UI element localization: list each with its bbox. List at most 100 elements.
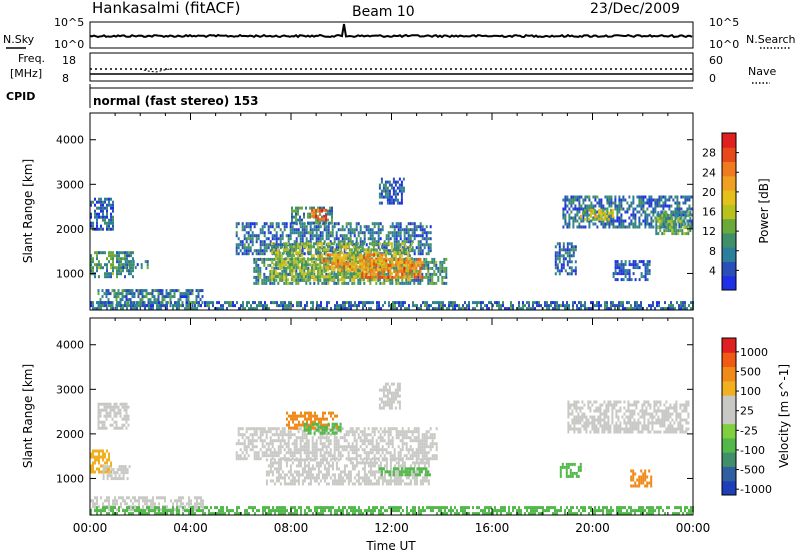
velocity-cell <box>154 502 156 506</box>
power-cell <box>578 207 581 211</box>
velocity-cell <box>188 496 190 500</box>
velocity-cell <box>160 496 162 500</box>
power-cell <box>284 304 286 308</box>
power-cell <box>200 304 202 308</box>
power-cell <box>362 242 365 246</box>
power-cell <box>402 304 404 308</box>
power-cell <box>262 304 264 308</box>
power-cell <box>243 237 246 241</box>
power-cell <box>129 304 132 308</box>
power-cell <box>309 275 312 279</box>
power-cell <box>373 268 376 272</box>
power-cell <box>152 304 154 308</box>
velocity-cell <box>128 465 131 469</box>
power-cell <box>458 304 460 308</box>
power-cell <box>352 278 355 282</box>
power-cell <box>429 281 432 285</box>
velocity-cell <box>162 496 164 500</box>
power-cell <box>330 278 333 282</box>
power-cell <box>195 295 198 299</box>
power-cell <box>456 304 458 308</box>
power-cell <box>688 304 690 308</box>
power-cell <box>364 248 367 252</box>
power-cell <box>280 245 283 249</box>
power-cell <box>346 257 349 261</box>
power-cell <box>327 231 330 235</box>
power-cell <box>241 228 244 232</box>
velocity-cell <box>249 427 252 431</box>
power-cell <box>578 216 581 220</box>
power-cell <box>178 307 180 311</box>
power-cell <box>362 301 364 305</box>
power-cell <box>427 260 430 264</box>
velocity-cell <box>343 448 346 452</box>
power-cell <box>612 225 615 229</box>
ytick-label: 3000 <box>56 178 84 191</box>
velocity-cell <box>92 455 94 459</box>
power-cell <box>151 295 154 299</box>
power-cell <box>351 240 354 244</box>
power-cell <box>346 245 349 249</box>
power-cell <box>316 275 319 279</box>
power-cell <box>357 281 360 285</box>
power-cell <box>628 207 631 211</box>
power-cell <box>341 225 344 229</box>
velocity-cell <box>321 442 324 446</box>
power-cell <box>347 262 350 266</box>
power-cell <box>165 292 168 296</box>
velocity-cell <box>365 454 368 458</box>
velocity-cell <box>301 436 304 440</box>
power-cell <box>520 307 522 311</box>
power-cell <box>332 278 335 282</box>
power-cell <box>347 237 350 241</box>
power-cell <box>388 260 391 264</box>
velocity-cell <box>293 433 296 437</box>
power-cell <box>270 248 273 252</box>
power-cell <box>562 301 564 305</box>
power-cell <box>300 275 303 279</box>
power-cell <box>350 301 352 305</box>
power-cell <box>255 237 258 241</box>
power-cell <box>358 272 361 276</box>
velocity-cell <box>94 461 96 465</box>
power-cell <box>331 206 333 210</box>
power-cell <box>632 201 635 205</box>
power-cell <box>608 213 611 217</box>
power-cell <box>558 272 561 276</box>
power-cell <box>608 225 611 229</box>
power-cell <box>530 307 532 311</box>
power-cell <box>345 234 348 238</box>
velocity-cell <box>341 448 344 452</box>
power-cell <box>389 266 392 270</box>
power-cell <box>646 198 649 202</box>
power-cell <box>284 272 287 276</box>
power-cell <box>314 248 317 252</box>
power-cell <box>94 275 96 279</box>
velocity-cell <box>289 448 292 452</box>
power-cell <box>508 307 510 311</box>
power-cell <box>421 237 424 241</box>
velocity-cell <box>107 402 110 406</box>
power-cell <box>113 292 116 296</box>
power-cell <box>670 301 672 305</box>
power-cell <box>386 201 389 205</box>
velocity-cell <box>357 454 360 458</box>
power-cell <box>568 307 570 311</box>
power-cell <box>371 253 374 257</box>
power-cell <box>638 304 640 308</box>
power-cell <box>425 275 428 279</box>
power-cell <box>403 257 406 261</box>
power-cell <box>397 263 400 267</box>
velocity-cell <box>383 454 386 458</box>
velocity-cell <box>279 451 282 455</box>
power-cell <box>107 289 110 293</box>
power-cell <box>626 301 628 305</box>
power-cell <box>628 260 631 264</box>
power-cell <box>115 295 118 299</box>
power-cell <box>290 263 293 267</box>
power-cell <box>303 263 306 267</box>
power-cell <box>310 260 313 264</box>
velocity-cell <box>379 454 382 458</box>
power-cell <box>299 225 302 229</box>
power-cell <box>673 229 676 233</box>
